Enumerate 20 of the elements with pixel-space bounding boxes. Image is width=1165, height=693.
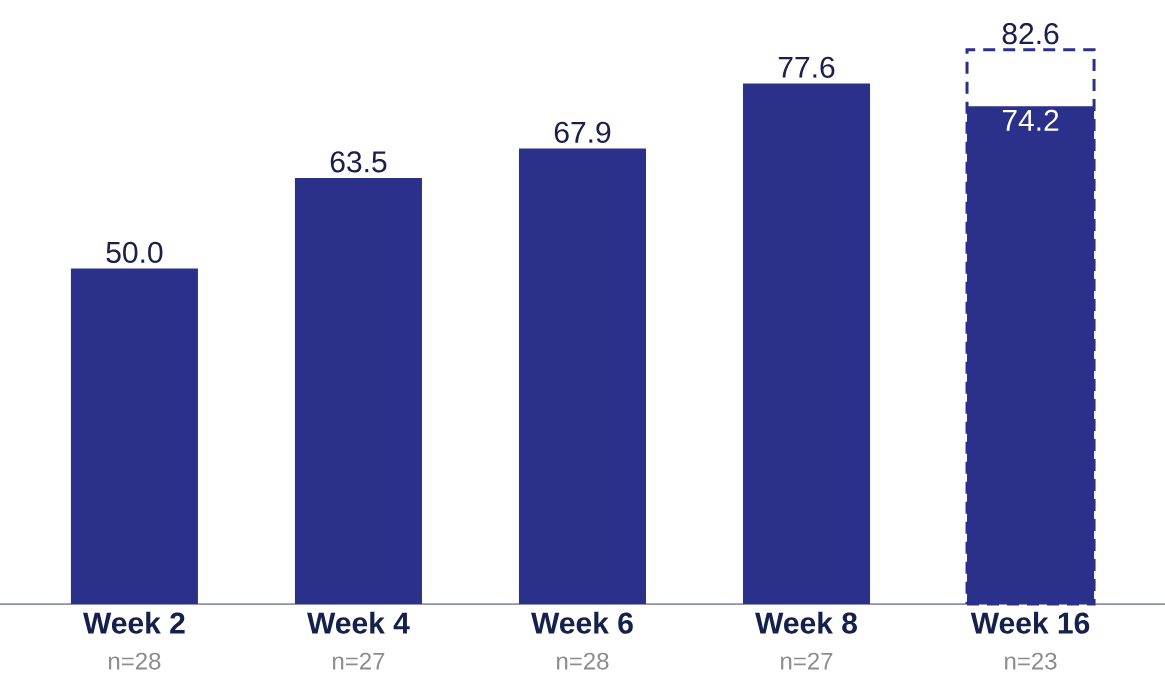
text: n=27: [781, 652, 833, 670]
text: n=23: [1005, 652, 1057, 670]
data-label: 63.5: [330, 151, 387, 173]
x-tick-label: Week 16: [970, 611, 1090, 634]
bar: [294, 178, 422, 604]
x-tick-label: Week 8: [755, 611, 857, 634]
text: n=28: [109, 652, 161, 670]
data-label: 50.0: [106, 241, 163, 264]
data-label: 82.6: [1002, 23, 1059, 45]
x-tick-label: Week 6: [531, 611, 633, 634]
x-tick-label: Week 2: [83, 611, 185, 634]
text: n=28: [557, 652, 609, 670]
bar: [518, 148, 646, 604]
data-label: 74.2: [1002, 109, 1059, 131]
bar: [70, 268, 198, 604]
data-label: 67.9: [554, 121, 611, 143]
bar: [743, 83, 871, 604]
text: n=27: [333, 652, 385, 670]
x-tick-label: Week 4: [307, 611, 410, 634]
data-label: 77.6: [778, 56, 835, 78]
